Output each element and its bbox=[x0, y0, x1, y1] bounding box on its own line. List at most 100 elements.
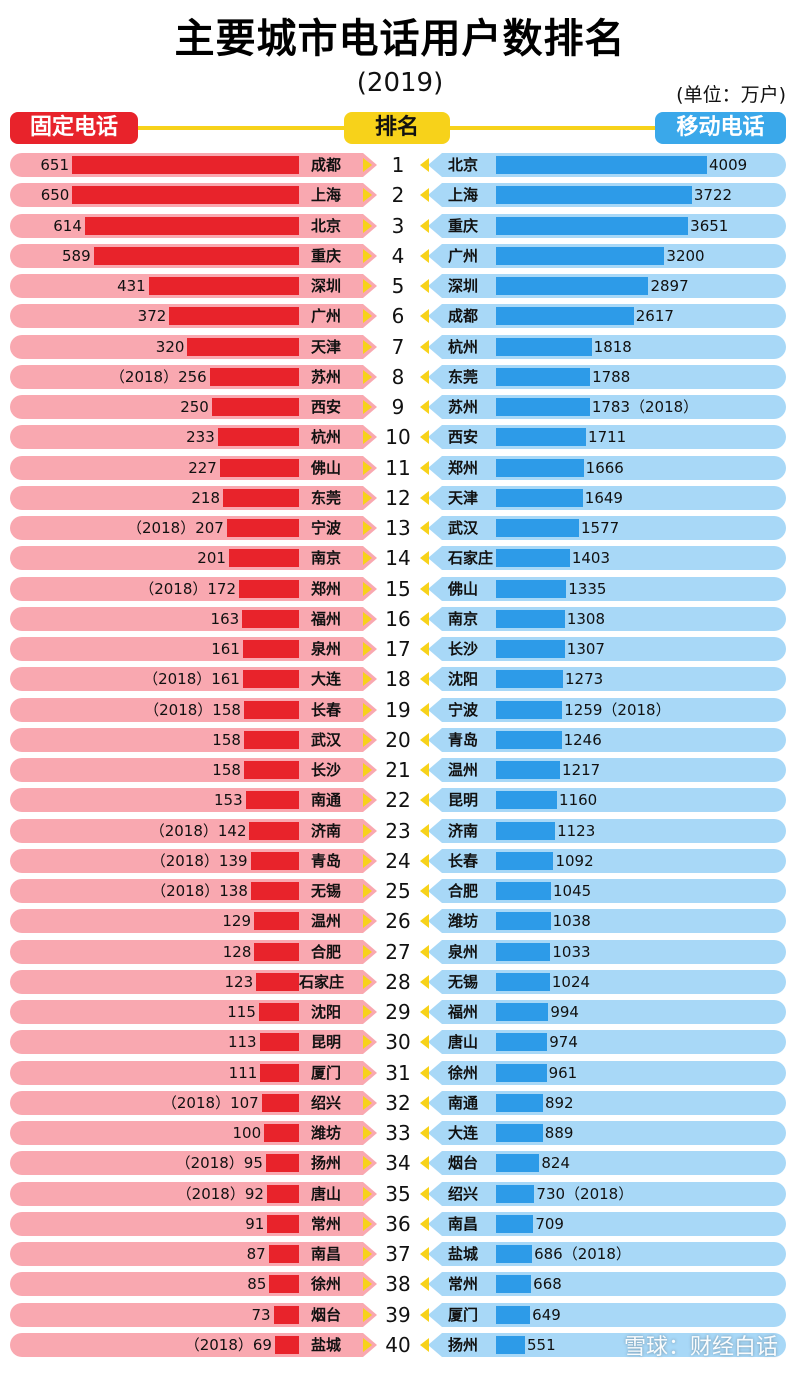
rank-number: 37 bbox=[385, 1242, 411, 1266]
mobile-phone-value: 3651 bbox=[690, 216, 729, 235]
mobile-phone-city: 长春 bbox=[448, 851, 479, 870]
fixed-phone-city: 盐城 bbox=[310, 1335, 341, 1354]
mobile-phone-value: 1273 bbox=[565, 670, 604, 689]
fixed-phone-bar bbox=[169, 307, 299, 326]
rank-number: 21 bbox=[385, 758, 411, 782]
fixed-phone-city: 昆明 bbox=[310, 1033, 341, 1052]
mobile-phone-bar bbox=[496, 670, 563, 689]
mobile-phone-value: 668 bbox=[533, 1275, 562, 1294]
mobile-phone-value: 1092 bbox=[555, 851, 594, 870]
fixed-phone-value: 129 bbox=[222, 912, 252, 931]
mobile-phone-bar bbox=[496, 428, 587, 447]
mobile-phone-value: 3200 bbox=[666, 246, 705, 265]
rank-arrow-left bbox=[363, 944, 372, 959]
fixed-phone-bar bbox=[72, 186, 299, 205]
rank-number: 27 bbox=[385, 939, 411, 964]
mobile-phone-city: 西安 bbox=[448, 428, 479, 447]
rank-arrow-left bbox=[363, 611, 372, 626]
mobile-phone-value: 1783（2018） bbox=[591, 398, 699, 416]
rank-number: 1 bbox=[391, 153, 405, 177]
rank-arrow-left bbox=[363, 581, 372, 596]
fixed-phone-value: 100 bbox=[232, 1124, 262, 1142]
fixed-phone-value: （2018）158 bbox=[144, 700, 241, 719]
fixed-phone-city: 上海 bbox=[310, 186, 341, 205]
fixed-phone-city: 天津 bbox=[310, 337, 341, 356]
fixed-phone-city: 厦门 bbox=[310, 1063, 341, 1082]
fixed-phone-bar bbox=[250, 851, 299, 870]
mobile-phone-value: 4009 bbox=[709, 156, 748, 174]
fixed-phone-city: 潍坊 bbox=[310, 1124, 341, 1142]
rank-arrow-left bbox=[363, 248, 372, 263]
rank-arrow-right bbox=[420, 369, 429, 384]
fixed-row-bg bbox=[10, 818, 377, 843]
fixed-phone-value: 201 bbox=[197, 549, 226, 568]
rank-arrow-right bbox=[420, 339, 429, 354]
mobile-phone-city: 绍兴 bbox=[448, 1184, 479, 1203]
mobile-phone-bar bbox=[496, 488, 583, 507]
rank-arrow-right bbox=[420, 1307, 429, 1322]
rank-arrow-right bbox=[420, 188, 429, 203]
mobile-phone-bar bbox=[496, 761, 561, 779]
fixed-phone-bar bbox=[239, 579, 299, 598]
rank-arrow-left bbox=[363, 1005, 372, 1019]
mobile-phone-bar bbox=[496, 912, 551, 931]
fixed-phone-bar bbox=[242, 609, 299, 628]
rank-number: 26 bbox=[385, 909, 411, 934]
mobile-phone-city: 成都 bbox=[448, 307, 479, 326]
fixed-phone-value: （2018）139 bbox=[150, 851, 248, 870]
unit-label: (单位：万户) bbox=[676, 84, 786, 106]
fixed-phone-value: 87 bbox=[246, 1245, 266, 1263]
rank-number: 7 bbox=[391, 334, 405, 359]
rank-arrow-right bbox=[420, 853, 429, 868]
mobile-phone-bar bbox=[496, 700, 563, 719]
fixed-row-bg bbox=[10, 546, 377, 571]
rank-arrow-left bbox=[363, 551, 372, 566]
mobile-phone-city: 重庆 bbox=[448, 216, 479, 235]
fixed-phone-value: 589 bbox=[61, 246, 91, 265]
mobile-phone-value: 1666 bbox=[585, 458, 624, 477]
fixed-phone-bar bbox=[211, 398, 299, 416]
rank-number: 34 bbox=[385, 1151, 411, 1176]
fixed-phone-city: 南京 bbox=[310, 549, 341, 568]
mobile-phone-city: 深圳 bbox=[448, 277, 479, 295]
mobile-phone-value: 2617 bbox=[635, 307, 674, 326]
rank-arrow-right bbox=[420, 823, 429, 838]
mobile-phone-city: 南通 bbox=[448, 1093, 479, 1112]
fixed-phone-city: 南昌 bbox=[310, 1245, 341, 1263]
mobile-phone-bar bbox=[496, 186, 692, 205]
mobile-phone-bar bbox=[496, 579, 567, 598]
mobile-phone-bar bbox=[496, 519, 579, 537]
fixed-phone-legend: 固定电话 bbox=[10, 112, 138, 144]
rank-arrow-left bbox=[363, 309, 372, 324]
rank-number: 17 bbox=[385, 637, 411, 661]
fixed-phone-bar bbox=[209, 367, 299, 386]
rank-arrow-left bbox=[363, 732, 372, 747]
rank-arrow-left bbox=[363, 1186, 372, 1201]
rank-arrow-left bbox=[363, 1337, 372, 1352]
rank-arrow-right bbox=[420, 279, 429, 293]
fixed-phone-city: 唐山 bbox=[310, 1184, 341, 1203]
fixed-phone-value: 650 bbox=[40, 186, 70, 205]
mobile-phone-bar bbox=[496, 156, 707, 174]
fixed-phone-bar bbox=[219, 458, 299, 477]
rank-arrow-right bbox=[420, 763, 429, 777]
mobile-phone-bar bbox=[496, 640, 565, 658]
mobile-phone-city: 东莞 bbox=[448, 367, 479, 386]
fixed-row-bg bbox=[10, 758, 377, 782]
fixed-phone-bar bbox=[72, 156, 299, 174]
mobile-phone-value: 961 bbox=[548, 1063, 578, 1082]
fixed-phone-bar bbox=[226, 519, 299, 537]
fixed-phone-city: 北京 bbox=[310, 216, 341, 235]
rank-arrow-right bbox=[420, 1337, 429, 1352]
rank-arrow-right bbox=[420, 1095, 429, 1110]
fixed-row-bg bbox=[10, 576, 377, 601]
rank-number: 29 bbox=[385, 1000, 411, 1024]
mobile-phone-city: 盐城 bbox=[448, 1245, 479, 1263]
fixed-phone-city: 绍兴 bbox=[310, 1093, 341, 1112]
rank-arrow-left bbox=[363, 1156, 372, 1171]
fixed-phone-city: 佛山 bbox=[310, 458, 341, 477]
mobile-phone-bar bbox=[496, 1245, 533, 1263]
rank-number: 16 bbox=[385, 606, 411, 631]
mobile-phone-bar bbox=[496, 246, 665, 265]
rank-arrow-left bbox=[363, 1095, 372, 1110]
